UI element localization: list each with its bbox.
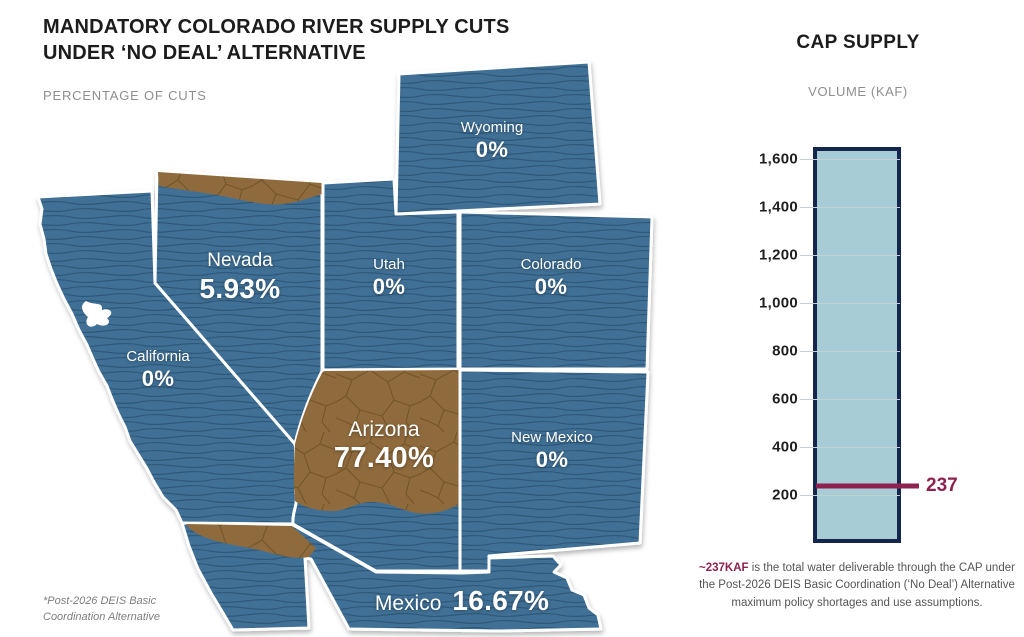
chart-caption: ~237KAF is the total water deliverable t… (691, 560, 1023, 612)
state-shape-nevada-drought-band (158, 172, 322, 205)
y-axis-tick: 1,400 (758, 198, 798, 216)
chart-subtitle: VOLUME (KAF) (808, 84, 908, 99)
y-axis-tick: 1,600 (758, 150, 798, 168)
y-axis-tick: 1,000 (758, 294, 798, 312)
y-axis-tick: 1,200 (758, 246, 798, 264)
page-title-line2: UNDER ‘NO DEAL’ ALTERNATIVE (43, 42, 366, 64)
footnote: *Post-2026 DEIS Basic Coordination Alter… (43, 595, 160, 623)
caption-text: is the total water deliverable through t… (699, 562, 1015, 609)
state-shape-new-mexico (458, 368, 650, 573)
cap-supply-bar (813, 147, 901, 543)
y-axis-tick: 400 (772, 438, 798, 456)
y-axis-tick: 200 (772, 486, 798, 504)
page-subtitle: PERCENTAGE OF CUTS (43, 88, 207, 103)
gridline (800, 351, 900, 352)
cap-marker-line (816, 483, 919, 489)
page-title-line1: MANDATORY COLORADO RIVER SUPPLY CUTS (43, 16, 510, 38)
page-title: MANDATORY COLORADO RIVER SUPPLY CUTS UND… (43, 14, 510, 66)
sf-bay-inlet (82, 301, 112, 327)
y-axis-tick: 800 (772, 342, 798, 360)
state-shape-wyoming (394, 60, 602, 216)
state-shape-colorado (458, 210, 654, 371)
gridline (800, 255, 900, 256)
cap-bar-plot: 1,600 1,400 1,200 1,000 800 600 400 200 237 (759, 147, 958, 543)
chart-title: CAP SUPPLY (796, 32, 920, 53)
gridline (800, 303, 900, 304)
caption-highlight: ~237KAF (699, 562, 749, 574)
gridline (800, 399, 900, 400)
state-shape-mexico-drought-band (186, 524, 316, 558)
cap-marker-label: 237 (926, 475, 958, 497)
y-axis-tick: 600 (772, 390, 798, 408)
gridline (800, 207, 900, 208)
state-shape-arizona-drought (293, 370, 460, 514)
gridline (800, 159, 900, 160)
gridline (800, 495, 900, 496)
gridline (800, 447, 900, 448)
